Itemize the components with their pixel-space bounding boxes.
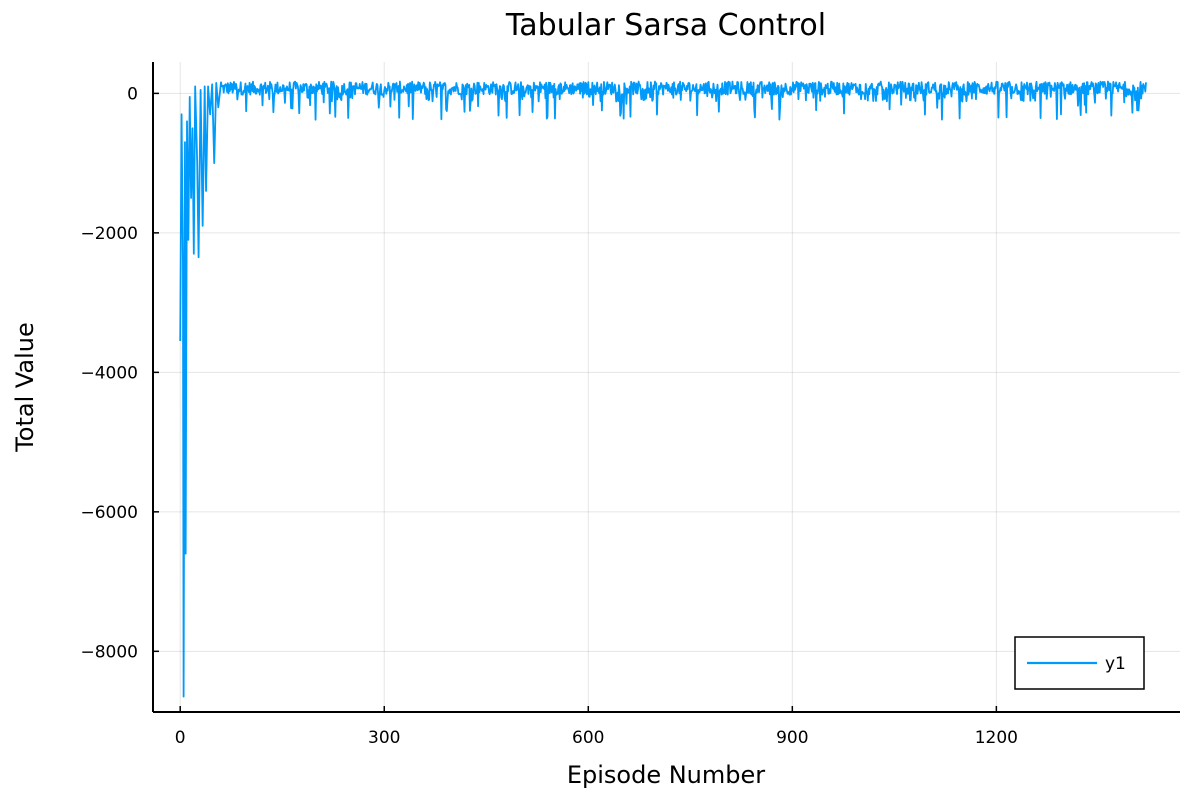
x-axis-label: Episode Number (567, 761, 765, 789)
series-layer (179, 80, 1147, 698)
x-tick-label: 0 (175, 728, 186, 748)
x-tick-label: 1200 (975, 728, 1018, 748)
grid-lines (153, 62, 1180, 712)
x-tick-label: 300 (368, 728, 400, 748)
y-tick-label: −6000 (80, 503, 138, 523)
legend-label: y1 (1105, 654, 1126, 674)
y-axis-ticks: 0 −2000 −4000 −6000 −8000 (80, 84, 159, 662)
x-tick-label: 900 (776, 728, 808, 748)
chart-title: Tabular Sarsa Control (505, 8, 826, 43)
x-tick-label: 600 (572, 728, 604, 748)
axes (152, 62, 1180, 713)
y-axis-label: Total Value (11, 322, 39, 453)
y-tick-label: 0 (127, 84, 138, 104)
series-line-y1 (179, 80, 1147, 698)
x-axis-ticks: 0 300 600 900 1200 (175, 706, 1018, 748)
legend: y1 (1014, 636, 1145, 690)
y-tick-label: −2000 (80, 224, 138, 244)
y-tick-label: −8000 (80, 642, 138, 662)
y-tick-label: −4000 (80, 363, 138, 383)
